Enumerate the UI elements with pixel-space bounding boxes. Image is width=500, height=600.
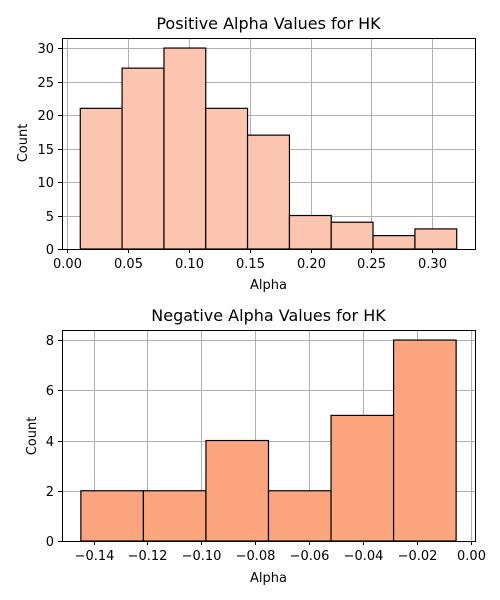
chart-title: Positive Alpha Values for HK [156,14,381,33]
histogram-bar [330,221,374,250]
x-tick-label: −0.02 [398,549,438,564]
chart-title: Negative Alpha Values for HK [151,306,386,325]
histogram-bar [163,47,207,250]
y-tick-label: 30 [37,42,54,57]
histogram-bar [267,490,332,542]
y-tick-label: 2 [46,485,54,500]
x-tick-label: 0.05 [114,257,143,272]
histogram-bar [205,107,249,250]
histogram-bar [121,67,165,250]
y-tick-label: 10 [37,176,54,191]
y-tick-label: 0 [46,535,54,550]
y-axis-label: Count [25,417,40,456]
x-axis-ticks: −0.14 −0.12 −0.10 −0.08 −0.06 −0.04 −0.02 0.00 [75,541,486,564]
y-tick-label: 6 [46,384,54,399]
y-axis-ticks: 0 5 10 15 20 25 30 [37,42,62,258]
histogram-bar [288,214,332,250]
x-tick-label: 0.20 [297,257,326,272]
x-tick-label: −0.08 [236,549,276,564]
x-tick-label: −0.12 [128,549,168,564]
x-tick-label: −0.04 [344,549,384,564]
x-axis-label: Alpha [250,278,287,293]
negative-alpha-chart: Negative Alpha Values for HK −0.14 −0.12−… [25,306,486,586]
axes-frame [62,38,476,250]
y-tick-label: 20 [37,109,54,124]
positive-alpha-chart: Positive Alpha Values for HK 0.00 0.05 0.1… [16,14,476,293]
x-tick-label: 0.25 [357,257,386,272]
y-tick-label: 15 [37,143,54,158]
x-tick-label: −0.10 [182,549,222,564]
axes-frame [62,330,476,542]
x-tick-label: 0.15 [236,257,265,272]
histogram-bar [372,235,416,250]
histogram-bar [205,439,270,542]
histogram-bar [79,107,123,250]
histogram-bar [414,228,458,250]
x-tick-label: −0.14 [75,549,115,564]
y-tick-label: 8 [46,334,54,349]
axes-spines [62,330,476,542]
histogram-bar [142,490,207,542]
y-tick-label: 5 [46,210,54,225]
y-tick-label: 0 [46,243,54,258]
y-tick-label: 4 [46,435,54,450]
x-axis-label: Alpha [250,571,287,586]
histogram-bar [330,414,395,542]
histogram-bar [392,339,457,542]
x-tick-label: 0.00 [457,549,486,564]
x-tick-label: −0.06 [290,549,330,564]
axes-spines [62,38,476,250]
histogram-bars [80,339,457,542]
x-tick-label: 0.00 [53,257,82,272]
histogram-bar [80,490,145,542]
y-tick-label: 25 [37,76,54,91]
x-tick-label: 0.10 [175,257,204,272]
histogram-bar [246,134,291,250]
y-axis-ticks: 0 2 4 6 8 [46,334,62,550]
x-tick-label: 0.30 [418,257,447,272]
x-axis-ticks: 0.00 0.05 0.10 0.15 0.20 0.25 0.30 [53,249,447,272]
y-axis-label: Count [16,124,31,163]
